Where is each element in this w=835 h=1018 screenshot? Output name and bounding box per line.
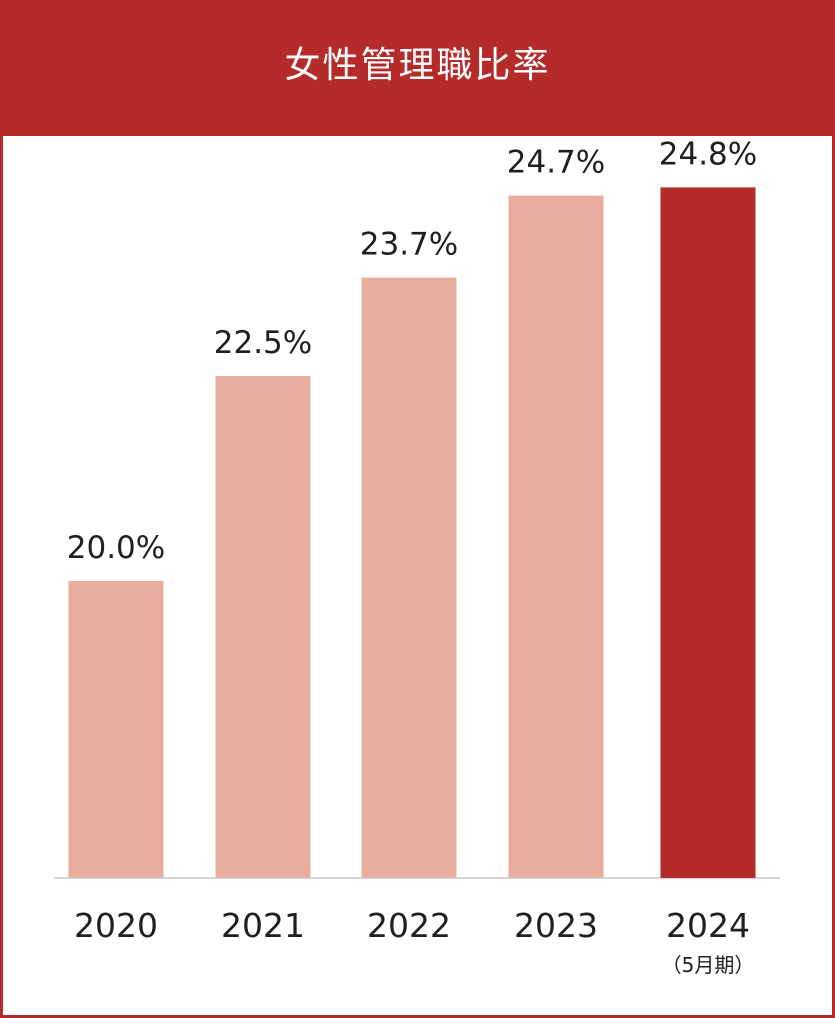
x-tick-2023: 2023: [514, 906, 598, 945]
x-tick-2022: 2022: [367, 906, 451, 945]
bar-2023: [508, 195, 604, 879]
bar-2021: [215, 376, 311, 878]
x-tick-2024: 2024: [666, 906, 750, 945]
bar-2022: [361, 277, 457, 879]
bar-label-2024: 24.8%: [659, 136, 757, 172]
bar-label-2023: 24.7%: [507, 145, 605, 181]
chart-header: 女性管理職比率: [3, 3, 832, 136]
bar-2024: [660, 187, 756, 878]
x-tick-2021: 2021: [221, 906, 305, 945]
bar-label-2021: 22.5%: [214, 325, 312, 361]
bar-chart: 20.0% 2020 22.5% 2021 23.7% 2022 24.7% 2023 24.8…: [54, 136, 780, 977]
bar-2020: [68, 581, 164, 878]
chart-title: 女性管理職比率: [284, 44, 551, 86]
bar-label-2020: 20.0%: [67, 530, 165, 566]
bar-label-2022: 23.7%: [360, 227, 458, 263]
x-tick-2020: 2020: [74, 906, 158, 945]
x-sublabel-2024: （5月期）: [662, 953, 755, 977]
